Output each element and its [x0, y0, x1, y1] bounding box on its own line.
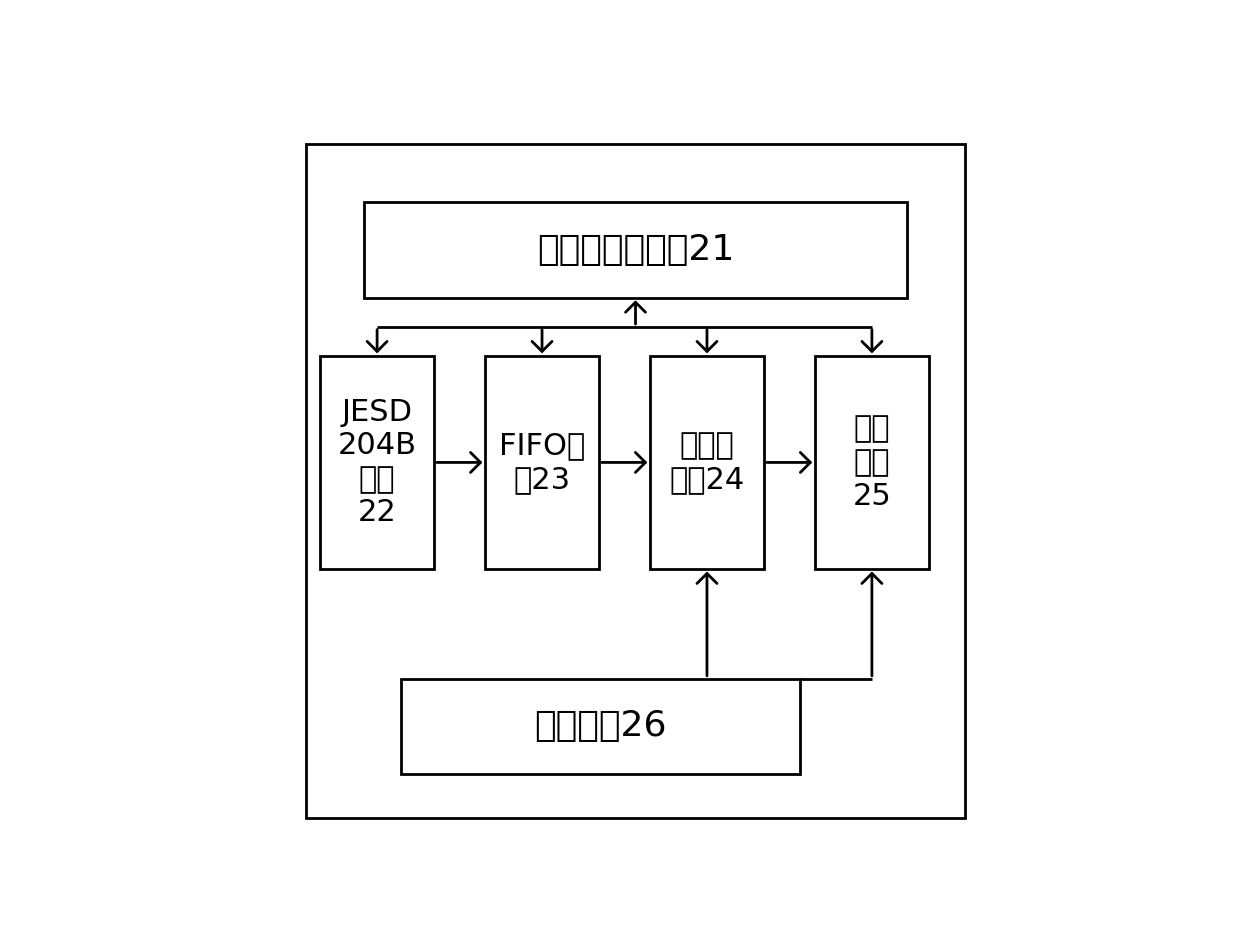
- Text: 调度器
模块24: 调度器 模块24: [670, 431, 744, 494]
- Text: 输出
模块
25: 输出 模块 25: [853, 414, 892, 510]
- Bar: [365, 202, 906, 297]
- Bar: [320, 356, 434, 568]
- Text: 第二寄存器模块21: 第二寄存器模块21: [537, 233, 734, 267]
- Bar: [650, 356, 764, 568]
- Text: FIFO模
块23: FIFO模 块23: [498, 431, 585, 494]
- Text: JESD
204B
模块
22: JESD 204B 模块 22: [337, 398, 417, 527]
- Bar: [401, 679, 801, 774]
- Bar: [815, 356, 929, 568]
- Bar: [485, 356, 599, 568]
- Text: 同步信号26: 同步信号26: [534, 709, 667, 744]
